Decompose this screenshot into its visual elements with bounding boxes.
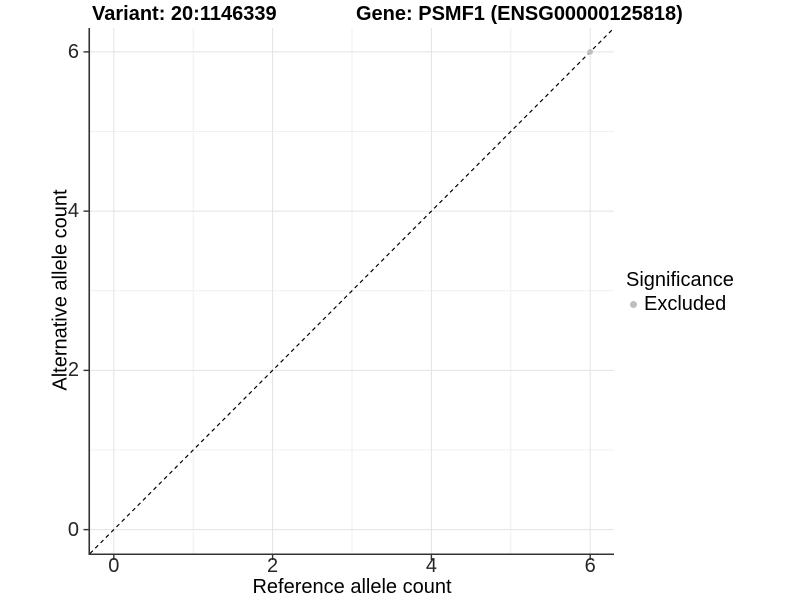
y-tick-label: 2: [67, 359, 79, 382]
legend: Significance Excluded: [626, 268, 734, 316]
y-tick-label: 6: [67, 40, 79, 63]
plot-title-gene: Gene: PSMF1 (ENSG00000125818): [356, 3, 683, 25]
legend-item-excluded: Excluded: [626, 292, 734, 316]
plot-title-variant: Variant: 20:1146339: [92, 3, 277, 25]
x-tick-label: 6: [584, 555, 596, 577]
y-tick-label: 4: [67, 200, 79, 223]
excluded-point-icon: [630, 300, 637, 308]
x-tick-label: 0: [108, 555, 120, 577]
x-axis-title: Reference allele count: [252, 576, 452, 598]
legend-title: Significance: [626, 269, 734, 291]
identity-dashed-line: [89, 27, 615, 554]
x-tick-label: 4: [425, 555, 437, 577]
y-tick-label: 0: [67, 518, 79, 541]
x-tick-label: 2: [267, 555, 279, 577]
data-point-excluded: [587, 49, 593, 55]
legend-item-label: Excluded: [644, 292, 727, 315]
